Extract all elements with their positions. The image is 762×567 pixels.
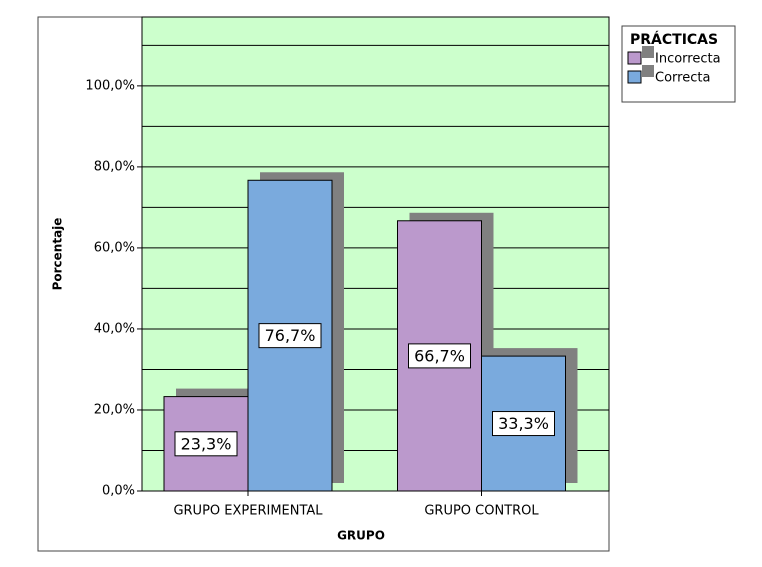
value-label-box: [174, 431, 238, 457]
value-label-box: [492, 411, 555, 437]
value-label-box: [408, 343, 471, 369]
y-axis-title: Porcentaje: [51, 218, 65, 291]
legend-swatch: [627, 70, 642, 84]
value-label: 33,3%: [498, 414, 549, 433]
y-tick-label: 100,0%: [85, 78, 135, 93]
legend-swatch-shadow: [642, 65, 654, 77]
value-label: 76,7%: [265, 326, 316, 345]
x-tick-label: GRUPO EXPERIMENTAL: [173, 504, 323, 519]
legend-label: Incorrecta: [655, 52, 721, 67]
y-tick-label: 60,0%: [94, 240, 135, 255]
y-tick-label: 40,0%: [94, 321, 135, 336]
value-label: 66,7%: [414, 346, 465, 365]
legend-title: PRÁCTICAS: [630, 31, 718, 48]
y-tick-label: 0,0%: [102, 484, 135, 499]
value-label: 23,3%: [181, 434, 232, 453]
y-tick-label: 20,0%: [94, 402, 135, 417]
y-tick-label: 80,0%: [94, 159, 135, 174]
x-axis-title: GRUPO: [337, 529, 385, 543]
x-tick-label: GRUPO CONTROL: [424, 504, 539, 519]
value-label-box: [258, 323, 322, 349]
legend-swatch: [627, 51, 642, 65]
legend-label: Correcta: [655, 71, 710, 86]
legend-swatch-shadow: [642, 46, 654, 58]
